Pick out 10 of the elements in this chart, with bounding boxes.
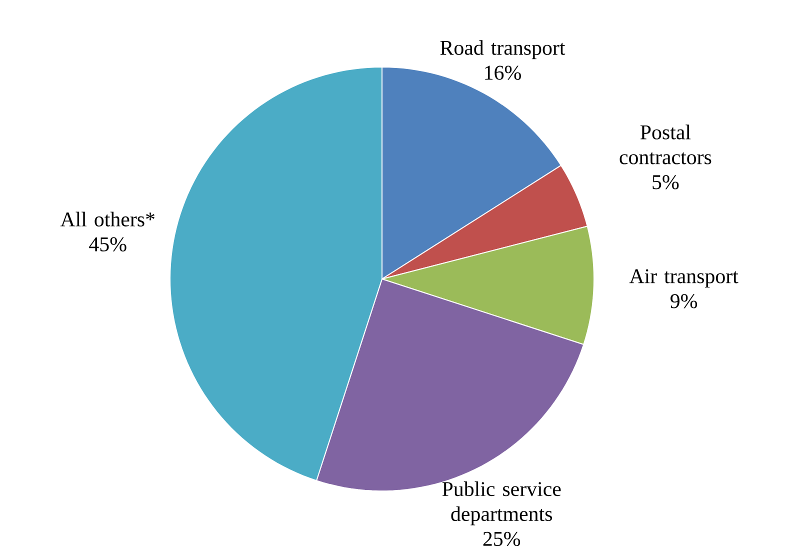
data-label: 16%: [485, 66, 521, 80]
slice-label: All others*: [60, 212, 154, 226]
data-label: 45%: [89, 237, 126, 252]
slice-label: Public service departments: [442, 481, 561, 526]
slice-label: Postal contractors: [620, 124, 712, 164]
slice-label: Air transport: [629, 269, 738, 288]
data-label: 5%: [652, 175, 679, 190]
data-label: 25%: [483, 532, 520, 546]
slice-label: Road transport: [440, 40, 566, 60]
data-label: 9%: [670, 294, 698, 308]
